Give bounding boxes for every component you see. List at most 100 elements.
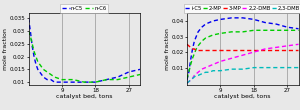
2,3-DMB: [204, 72, 207, 73]
2,3-DMB: [241, 69, 244, 70]
2-MP: [196, 45, 200, 47]
3-MP: [297, 50, 300, 51]
n-C6: [138, 74, 142, 75]
n-C6: [30, 43, 34, 45]
2,3-DMB: [200, 73, 204, 74]
2,2-DMB: [185, 82, 189, 84]
i-C5: [286, 27, 289, 28]
n-C5: [71, 82, 75, 83]
3-MP: [189, 47, 192, 48]
Line: n-C5: n-C5: [28, 18, 140, 82]
X-axis label: catalyst bed, tons: catalyst bed, tons: [214, 94, 271, 99]
Line: n-C6: n-C6: [28, 31, 140, 82]
2,2-DMB: [252, 51, 256, 53]
n-C6: [82, 82, 86, 83]
n-C5: [105, 79, 108, 80]
3-MP: [263, 50, 267, 51]
2,2-DMB: [297, 44, 300, 45]
2,3-DMB: [187, 81, 190, 82]
3-MP: [286, 50, 289, 51]
2,2-DMB: [211, 64, 215, 65]
2,3-DMB: [185, 82, 189, 84]
n-C6: [38, 64, 41, 65]
n-C6: [127, 76, 131, 78]
2,2-DMB: [241, 55, 244, 56]
n-C5: [53, 82, 56, 83]
i-C5: [252, 19, 256, 20]
3-MP: [191, 48, 194, 50]
n-C6: [94, 82, 97, 83]
n-C5: [36, 69, 40, 70]
2-MP: [241, 31, 244, 33]
2-MP: [252, 30, 256, 31]
2,2-DMB: [274, 47, 278, 48]
n-C6: [42, 69, 45, 70]
2,3-DMB: [211, 70, 215, 71]
i-C5: [185, 79, 189, 81]
2-MP: [230, 31, 233, 33]
2,2-DMB: [187, 81, 190, 82]
Line: 2-MP: 2-MP: [187, 30, 298, 78]
2,2-DMB: [286, 45, 289, 47]
n-C5: [94, 82, 97, 83]
Legend: n-C5, n-C6: n-C5, n-C6: [60, 4, 108, 13]
Line: 3-MP: 3-MP: [187, 44, 298, 50]
n-C6: [105, 79, 108, 80]
n-C5: [127, 71, 131, 73]
n-C5: [27, 18, 30, 19]
2-MP: [286, 30, 289, 31]
n-C6: [27, 30, 30, 32]
i-C5: [297, 28, 300, 29]
n-C5: [60, 82, 64, 83]
3-MP: [194, 50, 198, 51]
n-C5: [28, 30, 32, 32]
2,2-DMB: [194, 73, 198, 74]
Y-axis label: mole fraction: mole fraction: [165, 28, 170, 70]
3-MP: [207, 50, 211, 51]
n-C5: [49, 79, 52, 80]
2,2-DMB: [263, 48, 267, 50]
2,3-DMB: [193, 76, 196, 78]
n-C5: [30, 46, 34, 47]
3-MP: [274, 50, 278, 51]
2,3-DMB: [274, 67, 278, 68]
2,2-DMB: [207, 65, 211, 67]
n-C5: [38, 71, 41, 73]
n-C5: [45, 79, 49, 80]
Line: i-C5: i-C5: [187, 18, 298, 80]
2-MP: [211, 34, 215, 36]
Line: 2,2-DMB: 2,2-DMB: [187, 44, 298, 83]
2-MP: [194, 48, 198, 50]
i-C5: [194, 36, 198, 37]
3-MP: [196, 50, 200, 51]
X-axis label: catalyst bed, tons: catalyst bed, tons: [56, 94, 112, 99]
n-C5: [138, 69, 142, 70]
3-MP: [200, 50, 204, 51]
i-C5: [200, 27, 204, 28]
i-C5: [196, 31, 200, 33]
n-C6: [71, 79, 75, 80]
Legend: i-C5, 2-MP, 3-MP, 2,2-DMB, 2,3-DMB: i-C5, 2-MP, 3-MP, 2,2-DMB, 2,3-DMB: [184, 4, 300, 13]
2,2-DMB: [230, 58, 233, 59]
2-MP: [191, 58, 194, 59]
2,3-DMB: [252, 67, 256, 68]
2,2-DMB: [200, 69, 204, 70]
2-MP: [204, 37, 207, 39]
2,3-DMB: [196, 75, 200, 76]
2-MP: [185, 78, 189, 79]
2,2-DMB: [193, 75, 196, 76]
i-C5: [263, 22, 267, 23]
3-MP: [211, 50, 215, 51]
2,2-DMB: [189, 79, 192, 81]
i-C5: [207, 22, 211, 23]
n-C6: [45, 71, 49, 73]
i-C5: [211, 20, 215, 22]
n-C6: [28, 36, 32, 37]
n-C5: [82, 82, 86, 83]
2-MP: [187, 72, 190, 73]
3-MP: [187, 45, 190, 47]
3-MP: [185, 44, 189, 45]
n-C5: [116, 76, 120, 78]
i-C5: [241, 17, 244, 18]
2,3-DMB: [219, 70, 222, 71]
